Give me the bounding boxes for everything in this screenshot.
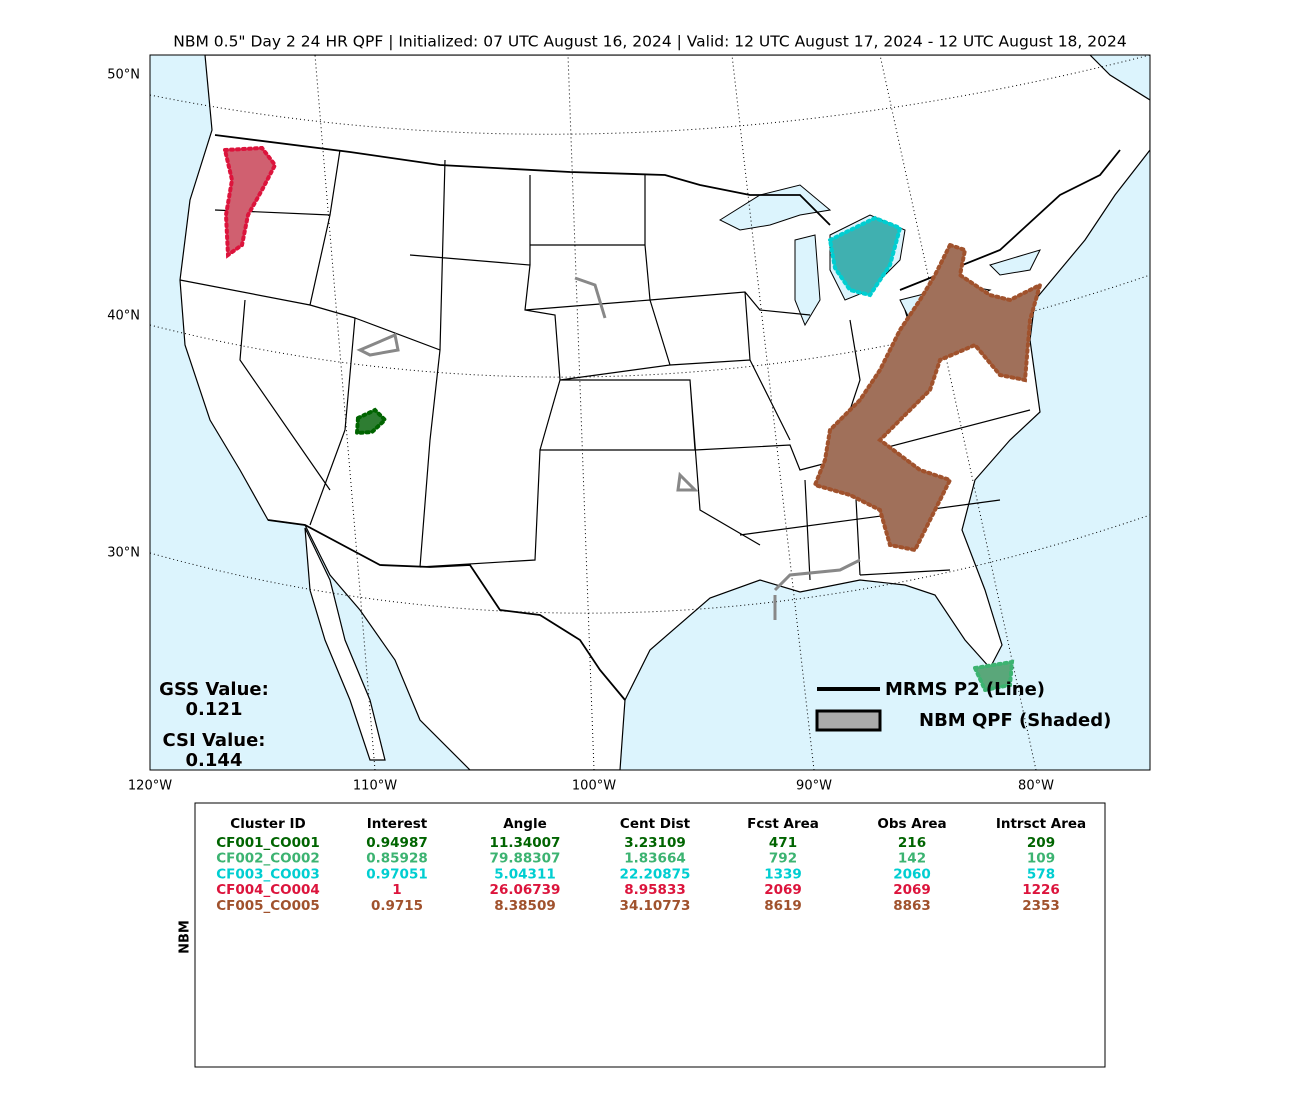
table-frame (194, 802, 1106, 1068)
table-cell: 109 (1027, 851, 1055, 867)
cluster-cf004 (222, 145, 278, 259)
table-cell: CF005_CO005 (216, 898, 320, 914)
table-cell: 0.97051 (366, 866, 428, 882)
table-cell: CF003_CO003 (216, 866, 320, 882)
table-cell: 2069 (764, 882, 802, 898)
land (179, 55, 1150, 770)
clusters (222, 145, 1044, 693)
lat-label: 50°N (107, 68, 140, 83)
table-cell: 5.04311 (494, 866, 556, 882)
lat-label: 30°N (107, 546, 140, 561)
cluster-cf003 (827, 215, 903, 298)
table-cell: 0.9715 (371, 898, 423, 914)
cluster-cf002 (972, 659, 1015, 693)
table-header: Cent Dist (620, 816, 691, 832)
mrms-outlines (356, 276, 861, 620)
table-cell: 142 (898, 851, 926, 867)
lon-label: 80°W (1018, 779, 1054, 794)
table-cell: 578 (1027, 866, 1055, 882)
legend-label: NBM QPF (Shaded) (919, 710, 1111, 731)
table-header: Cluster ID (230, 816, 305, 832)
table-header: Angle (503, 816, 547, 832)
table-cell: CF004_CO004 (216, 882, 320, 898)
table-cell: 8.38509 (494, 898, 556, 914)
lon-label: 100°W (572, 779, 616, 794)
table-header: Intrsct Area (996, 816, 1086, 832)
table-cell: 8619 (764, 898, 802, 914)
table-cell: 1226 (1022, 882, 1060, 898)
table-cell: 26.06739 (490, 882, 561, 898)
gss-label: GSS Value: (159, 679, 269, 700)
gss-value: 0.121 (186, 699, 243, 720)
cluster-cf005 (812, 242, 1044, 553)
us-mexico-border (267, 519, 626, 701)
table-cell: 2060 (893, 866, 931, 882)
table-cell: 1.83664 (624, 851, 686, 867)
table-cell: CF001_CO001 (216, 835, 320, 851)
table-cell: 11.34007 (490, 835, 561, 851)
table-cell: 22.20875 (620, 866, 691, 882)
table-header: Fcst Area (747, 816, 819, 832)
table-cell: CF002_CO002 (216, 851, 320, 867)
table-header: Obs Area (877, 816, 946, 832)
title: NBM 0.5" Day 2 24 HR QPF | Initialized: … (173, 33, 1126, 51)
table-cell: 2353 (1022, 898, 1060, 914)
table-cell: 471 (769, 835, 797, 851)
csi-value: 0.144 (186, 750, 243, 771)
table-header: Interest (367, 816, 428, 832)
table-cell: 0.94987 (366, 835, 428, 851)
lat-label: 40°N (107, 309, 140, 324)
legend-label: MRMS P2 (Line) (885, 679, 1045, 700)
csi-label: CSI Value: (163, 730, 266, 751)
legend-swatch (815, 709, 882, 732)
us-canada-border (214, 134, 1121, 291)
table-cell: 209 (1027, 835, 1055, 851)
table-cell: 216 (898, 835, 926, 851)
baja (304, 527, 386, 761)
legend: MRMS P2 (Line) NBM QPF (Shaded) (815, 679, 1111, 732)
table-cell: 8863 (893, 898, 931, 914)
table-cell: 79.88307 (490, 851, 561, 867)
cluster-cf001 (354, 407, 388, 436)
table-cell: 1 (392, 882, 401, 898)
table-cell: 0.85928 (366, 851, 428, 867)
table-cell: 2069 (893, 882, 931, 898)
lon-label: 90°W (796, 779, 832, 794)
table-cell: 34.10773 (620, 898, 691, 914)
table-cell: 792 (769, 851, 797, 867)
lon-label: 110°W (353, 779, 397, 794)
table-side-label: NBM (178, 920, 193, 954)
lon-label: 120°W (128, 779, 172, 794)
map-frame (149, 54, 1151, 771)
table-cell: 8.95833 (624, 882, 686, 898)
map (150, 55, 1150, 770)
table-cell: 1339 (764, 866, 802, 882)
table-cell: 3.23109 (624, 835, 686, 851)
